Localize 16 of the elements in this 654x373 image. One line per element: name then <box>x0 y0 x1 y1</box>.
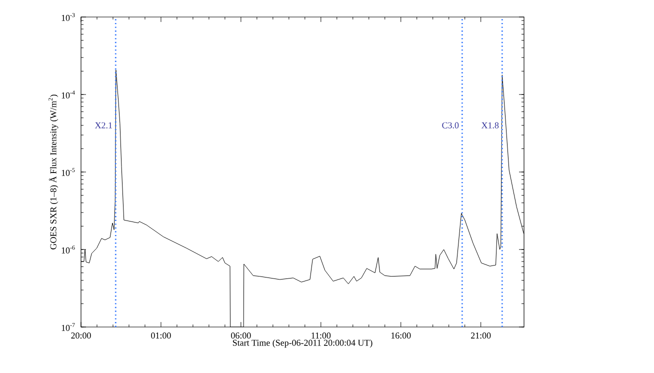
y-tick-label: 10$^{-5}$ <box>62 168 75 176</box>
y-tick-label: 10$^{-3}$ <box>62 13 75 21</box>
ref-line-label: C3.0 <box>442 122 459 128</box>
y-tick-label: 10$^{-7}$ <box>62 323 75 331</box>
x-tick-label: 01:00 <box>151 332 171 339</box>
y-tick-label: 10$^{-4}$ <box>62 90 75 98</box>
x-tick-label: 20:00 <box>71 332 91 339</box>
ref-line-label: X2.1 <box>94 122 112 128</box>
x-axis-title: Start Time (Sep-06-2011 20:00:04 UT) <box>232 339 372 348</box>
y-axis-title: GOES SXR (1–8) Å Flux Intensity (W/m$^{2}$) <box>48 94 58 250</box>
y-tick-label: 10$^{-6}$ <box>62 246 75 254</box>
x-tick-label: 11:00 <box>312 332 331 339</box>
x-tick-label: 21:00 <box>471 332 491 339</box>
x-tick-label: 06:00 <box>231 332 251 339</box>
x-tick-label: 16:00 <box>391 332 411 339</box>
ref-line-label: X1.8 <box>481 122 499 128</box>
